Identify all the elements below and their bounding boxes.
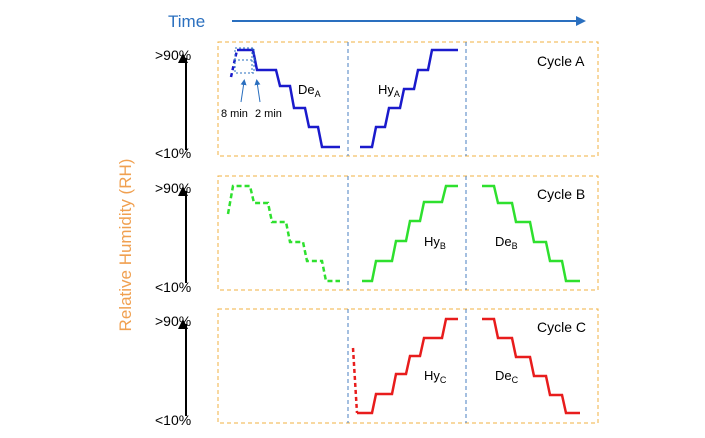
hydration-steps xyxy=(360,48,458,149)
drop-dashed xyxy=(351,347,359,414)
rh-low-label: <10% xyxy=(155,412,191,428)
phase-label: DeC xyxy=(495,368,519,385)
phase-label: HyB xyxy=(424,234,446,251)
hold-short-label: 2 min xyxy=(255,108,282,120)
phase-label: DeB xyxy=(495,234,518,251)
cycle-label: Cycle C xyxy=(537,319,586,335)
dehydration-ramp-dashed xyxy=(229,49,239,78)
dehydration-steps xyxy=(237,48,340,149)
phase-label: HyA xyxy=(378,82,400,99)
cycle-b-row: >90% <10% Cycle B HyB DeB xyxy=(155,175,599,295)
rh-low-label: <10% xyxy=(155,279,191,295)
phase-label: HyC xyxy=(424,368,447,385)
cycle-label: Cycle B xyxy=(537,186,585,202)
rh-low-label: <10% xyxy=(155,145,191,161)
time-label: Time xyxy=(168,12,205,31)
y-axis-label: Relative Humidity (RH) xyxy=(116,159,135,332)
phase-label: DeA xyxy=(298,82,321,99)
cycle-label: Cycle A xyxy=(537,53,585,69)
cycle-a-row: >90% <10% Cycle A 8 min 2 min DeA HyA xyxy=(155,41,599,161)
dehydration-steps xyxy=(482,184,580,283)
cycle-box xyxy=(217,175,599,291)
hydration-steps xyxy=(357,317,458,415)
dehydration-steps-dashed xyxy=(226,184,340,283)
hydration-steps xyxy=(362,184,458,283)
cycle-c-row: >90% <10% Cycle C HyC DeC xyxy=(155,308,599,428)
hold-long-label: 8 min xyxy=(221,108,248,120)
cycle-box xyxy=(217,41,599,157)
hold-time-annotation: 8 min 2 min xyxy=(221,47,282,120)
cycle-box xyxy=(217,308,599,424)
dehydration-steps xyxy=(482,317,580,415)
